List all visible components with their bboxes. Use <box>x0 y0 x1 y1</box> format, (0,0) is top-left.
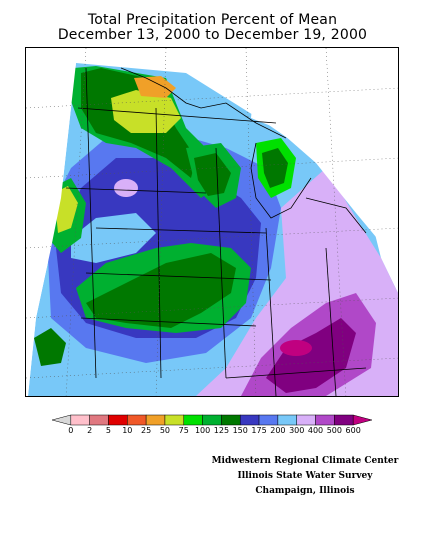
legend-tick-label: 50 <box>159 426 171 435</box>
boundary-lines <box>65 67 367 396</box>
legend-swatch <box>70 414 90 426</box>
legend-swatch <box>239 414 260 426</box>
legend-swatch <box>164 414 185 426</box>
legend-swatch <box>183 414 203 426</box>
map-title-line1: Total Precipitation Percent of Mean <box>87 12 338 28</box>
credit-line1: Midwestern Regional Climate Center <box>211 456 399 466</box>
legend-tick-label: 125 <box>213 426 230 435</box>
legend-swatch <box>108 414 128 426</box>
legend-tick-label: 600 <box>345 426 361 435</box>
legend-swatch <box>277 414 297 426</box>
region-orange-north <box>134 76 176 98</box>
legend-swatch <box>202 414 222 426</box>
legend-tick-label: 150 <box>232 426 248 435</box>
credit-line2: Illinois State Water Survey <box>237 471 373 481</box>
legend-tick-label: 75 <box>178 426 189 435</box>
legend-tick-label: 0 <box>68 426 74 435</box>
region-green-southwest <box>34 328 66 366</box>
legend-swatch-over <box>352 414 373 426</box>
legend-swatch <box>258 414 279 426</box>
legend-tick-label: 200 <box>270 426 286 435</box>
legend-swatch <box>89 414 109 426</box>
credit-line3: Champaign, Illinois <box>255 486 355 496</box>
region-500-600 <box>266 318 356 393</box>
no-data-northeast <box>251 63 398 275</box>
region-dark-green-central <box>86 253 236 328</box>
legend-tick-label: 10 <box>122 426 133 435</box>
legend-swatch-under <box>51 414 72 426</box>
graticule <box>26 48 398 396</box>
legend-tick-label: 2 <box>87 426 93 435</box>
legend-swatch <box>315 414 335 426</box>
legend-swatch <box>296 414 316 426</box>
region-over-600 <box>280 340 312 356</box>
region-dark-green-michigan <box>262 148 288 188</box>
legend-swatch <box>145 414 166 426</box>
legend-swatch <box>221 414 241 426</box>
legend-tick-label: 100 <box>194 426 211 435</box>
legend-tick-label: 400 <box>307 426 324 435</box>
legend-swatch <box>334 414 354 426</box>
region-lavender-minnesota <box>114 179 138 197</box>
precipitation-map-graphic <box>26 48 398 396</box>
legend-colorbar <box>51 414 373 426</box>
region-yellow-north <box>111 90 181 133</box>
legend-tick-label: 300 <box>289 426 305 435</box>
legend-tick-label: 5 <box>105 426 112 435</box>
precipitation-map <box>25 47 399 397</box>
legend-tick-label: 25 <box>141 426 152 435</box>
color-legend <box>0 410 425 440</box>
region-dark-green-wisconsin <box>194 153 231 196</box>
legend-tick-label: 175 <box>251 426 267 435</box>
legend-swatch <box>127 414 147 426</box>
map-title-line2: December 13, 2000 to December 19, 2000 <box>57 27 368 43</box>
no-data-northwest <box>26 48 76 396</box>
legend-tick-label: 500 <box>326 426 342 435</box>
